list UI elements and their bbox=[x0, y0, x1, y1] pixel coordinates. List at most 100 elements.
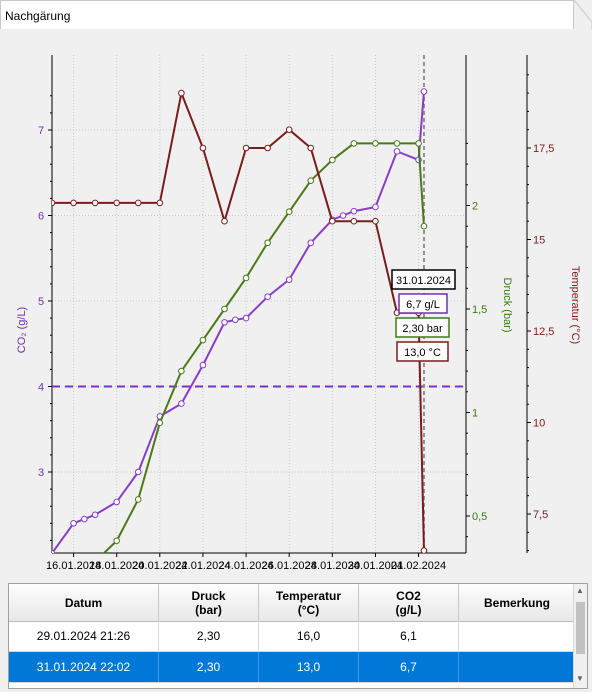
cell-druck: 2,30 bbox=[159, 621, 259, 651]
cell-temperatur: 13,0 bbox=[259, 652, 359, 682]
column-header-temperatur[interactable]: Temperatur (°C) bbox=[259, 584, 359, 621]
cell-datum: 29.01.2024 21:26 bbox=[9, 621, 159, 651]
x-tick-label: 26.01.2024 bbox=[262, 560, 317, 572]
data-point bbox=[307, 144, 315, 152]
co2-tick-label: 3 bbox=[38, 467, 44, 479]
tooltip-temperatur: 13,0 °C bbox=[404, 347, 441, 359]
x-tick-label: 28.01.2024 bbox=[305, 560, 360, 572]
series-druck bbox=[71, 140, 428, 577]
cell-temperatur: 16,0 bbox=[259, 621, 359, 651]
data-point bbox=[81, 515, 88, 523]
cell-co2: 6,7 bbox=[359, 652, 459, 682]
data-point bbox=[178, 367, 185, 375]
data-point bbox=[134, 496, 142, 503]
cell-druck: 2,30 bbox=[159, 652, 259, 682]
cell-datum: 31.01.2024 22:02 bbox=[9, 652, 159, 682]
data-point bbox=[372, 203, 379, 211]
tooltip-box-co2 bbox=[398, 293, 448, 314]
table-row[interactable]: 29.01.2024 21:26 2,30 16,0 6,1 bbox=[9, 621, 575, 652]
data-point bbox=[156, 419, 164, 427]
data-point bbox=[113, 537, 120, 545]
data-point bbox=[339, 212, 347, 219]
column-header-datum[interactable]: Datum bbox=[9, 584, 159, 621]
vertical-scrollbar[interactable]: ▲ ▼ bbox=[573, 584, 587, 688]
data-point bbox=[264, 239, 271, 247]
temperatur-tick-label: 10 bbox=[533, 418, 545, 430]
data-point bbox=[221, 305, 228, 313]
data-point bbox=[350, 140, 358, 147]
co2-axis-label: CO₂ (g/L) bbox=[16, 307, 28, 353]
data-point bbox=[70, 199, 77, 207]
data-point bbox=[329, 217, 336, 225]
data-point bbox=[372, 217, 379, 225]
series-line-co2 bbox=[52, 91, 425, 553]
temperatur-tick-label: 17,5 bbox=[533, 143, 554, 155]
tooltip-box-druck bbox=[395, 317, 450, 338]
scroll-up-icon[interactable]: ▲ bbox=[576, 586, 584, 595]
druck-tick-label: 2 bbox=[472, 201, 478, 213]
co2-tick-label: 6 bbox=[38, 211, 44, 223]
x-tick-label: 24.01.2024 bbox=[219, 560, 274, 572]
data-point bbox=[71, 571, 77, 577]
series-temperatur bbox=[52, 89, 428, 553]
cell-co2: 6,1 bbox=[359, 621, 459, 651]
data-point bbox=[420, 222, 428, 230]
data-point bbox=[199, 144, 207, 152]
data-point bbox=[199, 361, 207, 369]
tooltip-co2: 6,7 g/L bbox=[406, 299, 440, 311]
scroll-down-icon[interactable]: ▼ bbox=[576, 674, 584, 683]
table-row-selected[interactable]: 31.01.2024 22:02 2,30 13,0 6,7 bbox=[9, 652, 575, 683]
series-co2 bbox=[52, 88, 428, 553]
tooltip-box-date bbox=[391, 269, 456, 290]
data-point bbox=[91, 199, 99, 207]
x-tick-label: 18.01.2024 bbox=[89, 560, 144, 572]
data-point bbox=[264, 144, 271, 152]
data-point bbox=[285, 276, 293, 283]
data-point bbox=[178, 89, 185, 97]
druck-tick-label: 1 bbox=[472, 408, 478, 420]
tab-bar: Nachgärung bbox=[0, 0, 592, 31]
x-tick-label: 20.01.2024 bbox=[132, 560, 187, 572]
co2-tick-label: 4 bbox=[38, 382, 44, 394]
fermentation-chart[interactable]: 3 4 5 6 7 CO₂ (g/L) 0,5 1 1,5 2 Druck (bar) 7,5 10 12… bbox=[0, 30, 592, 582]
column-header-co2[interactable]: CO2 (g/L) bbox=[359, 584, 459, 621]
x-tick-label: 22.01.2024 bbox=[175, 560, 230, 572]
cell-bemerkung bbox=[459, 621, 575, 651]
temperatur-tick-label: 15 bbox=[533, 235, 545, 247]
data-point bbox=[242, 144, 250, 152]
data-point bbox=[285, 208, 293, 216]
data-point bbox=[350, 207, 358, 215]
co2-tick-label: 5 bbox=[38, 296, 44, 308]
tab-corner bbox=[572, 0, 592, 30]
druck-tick-label: 1,5 bbox=[472, 304, 487, 316]
data-point bbox=[70, 520, 77, 527]
temperatur-tick-label: 7,5 bbox=[533, 509, 548, 521]
tab-nachgaerung[interactable]: Nachgärung bbox=[0, 0, 574, 29]
co2-tick-label: 7 bbox=[38, 125, 44, 137]
data-point bbox=[285, 126, 293, 133]
data-point bbox=[231, 316, 239, 324]
scroll-thumb[interactable] bbox=[576, 602, 585, 654]
data-point bbox=[221, 319, 228, 326]
tooltip-date: 31.01.2024 bbox=[396, 275, 451, 287]
data-point bbox=[372, 140, 379, 147]
column-header-bemerkung[interactable]: Bemerkung bbox=[483, 595, 551, 610]
column-header-druck[interactable]: Druck (bar) bbox=[159, 584, 259, 621]
data-point bbox=[91, 511, 99, 519]
data-point bbox=[52, 199, 56, 207]
tooltip-druck: 2,30 bar bbox=[402, 323, 443, 335]
data-point bbox=[350, 217, 358, 225]
data-point bbox=[52, 549, 56, 553]
data-point bbox=[393, 148, 401, 155]
tab-label: Nachgärung bbox=[5, 9, 71, 23]
temperatur-axis-label: Temperatur (°C) bbox=[569, 266, 581, 344]
data-point bbox=[113, 199, 120, 207]
data-point bbox=[242, 274, 250, 282]
data-point bbox=[393, 140, 401, 147]
druck-axis-label: Druck (bar) bbox=[501, 277, 513, 332]
measurements-table[interactable]: Datum Druck (bar) Temperatur (°C) CO2 (g/L)… bbox=[8, 583, 588, 689]
chart-area[interactable]: 3 4 5 6 7 CO₂ (g/L) 0,5 1 1,5 2 Druck (bar) 7,5 10 12… bbox=[0, 30, 592, 582]
druck-tick-label: 0,5 bbox=[472, 511, 487, 523]
data-point bbox=[307, 177, 315, 184]
data-point bbox=[420, 88, 428, 95]
